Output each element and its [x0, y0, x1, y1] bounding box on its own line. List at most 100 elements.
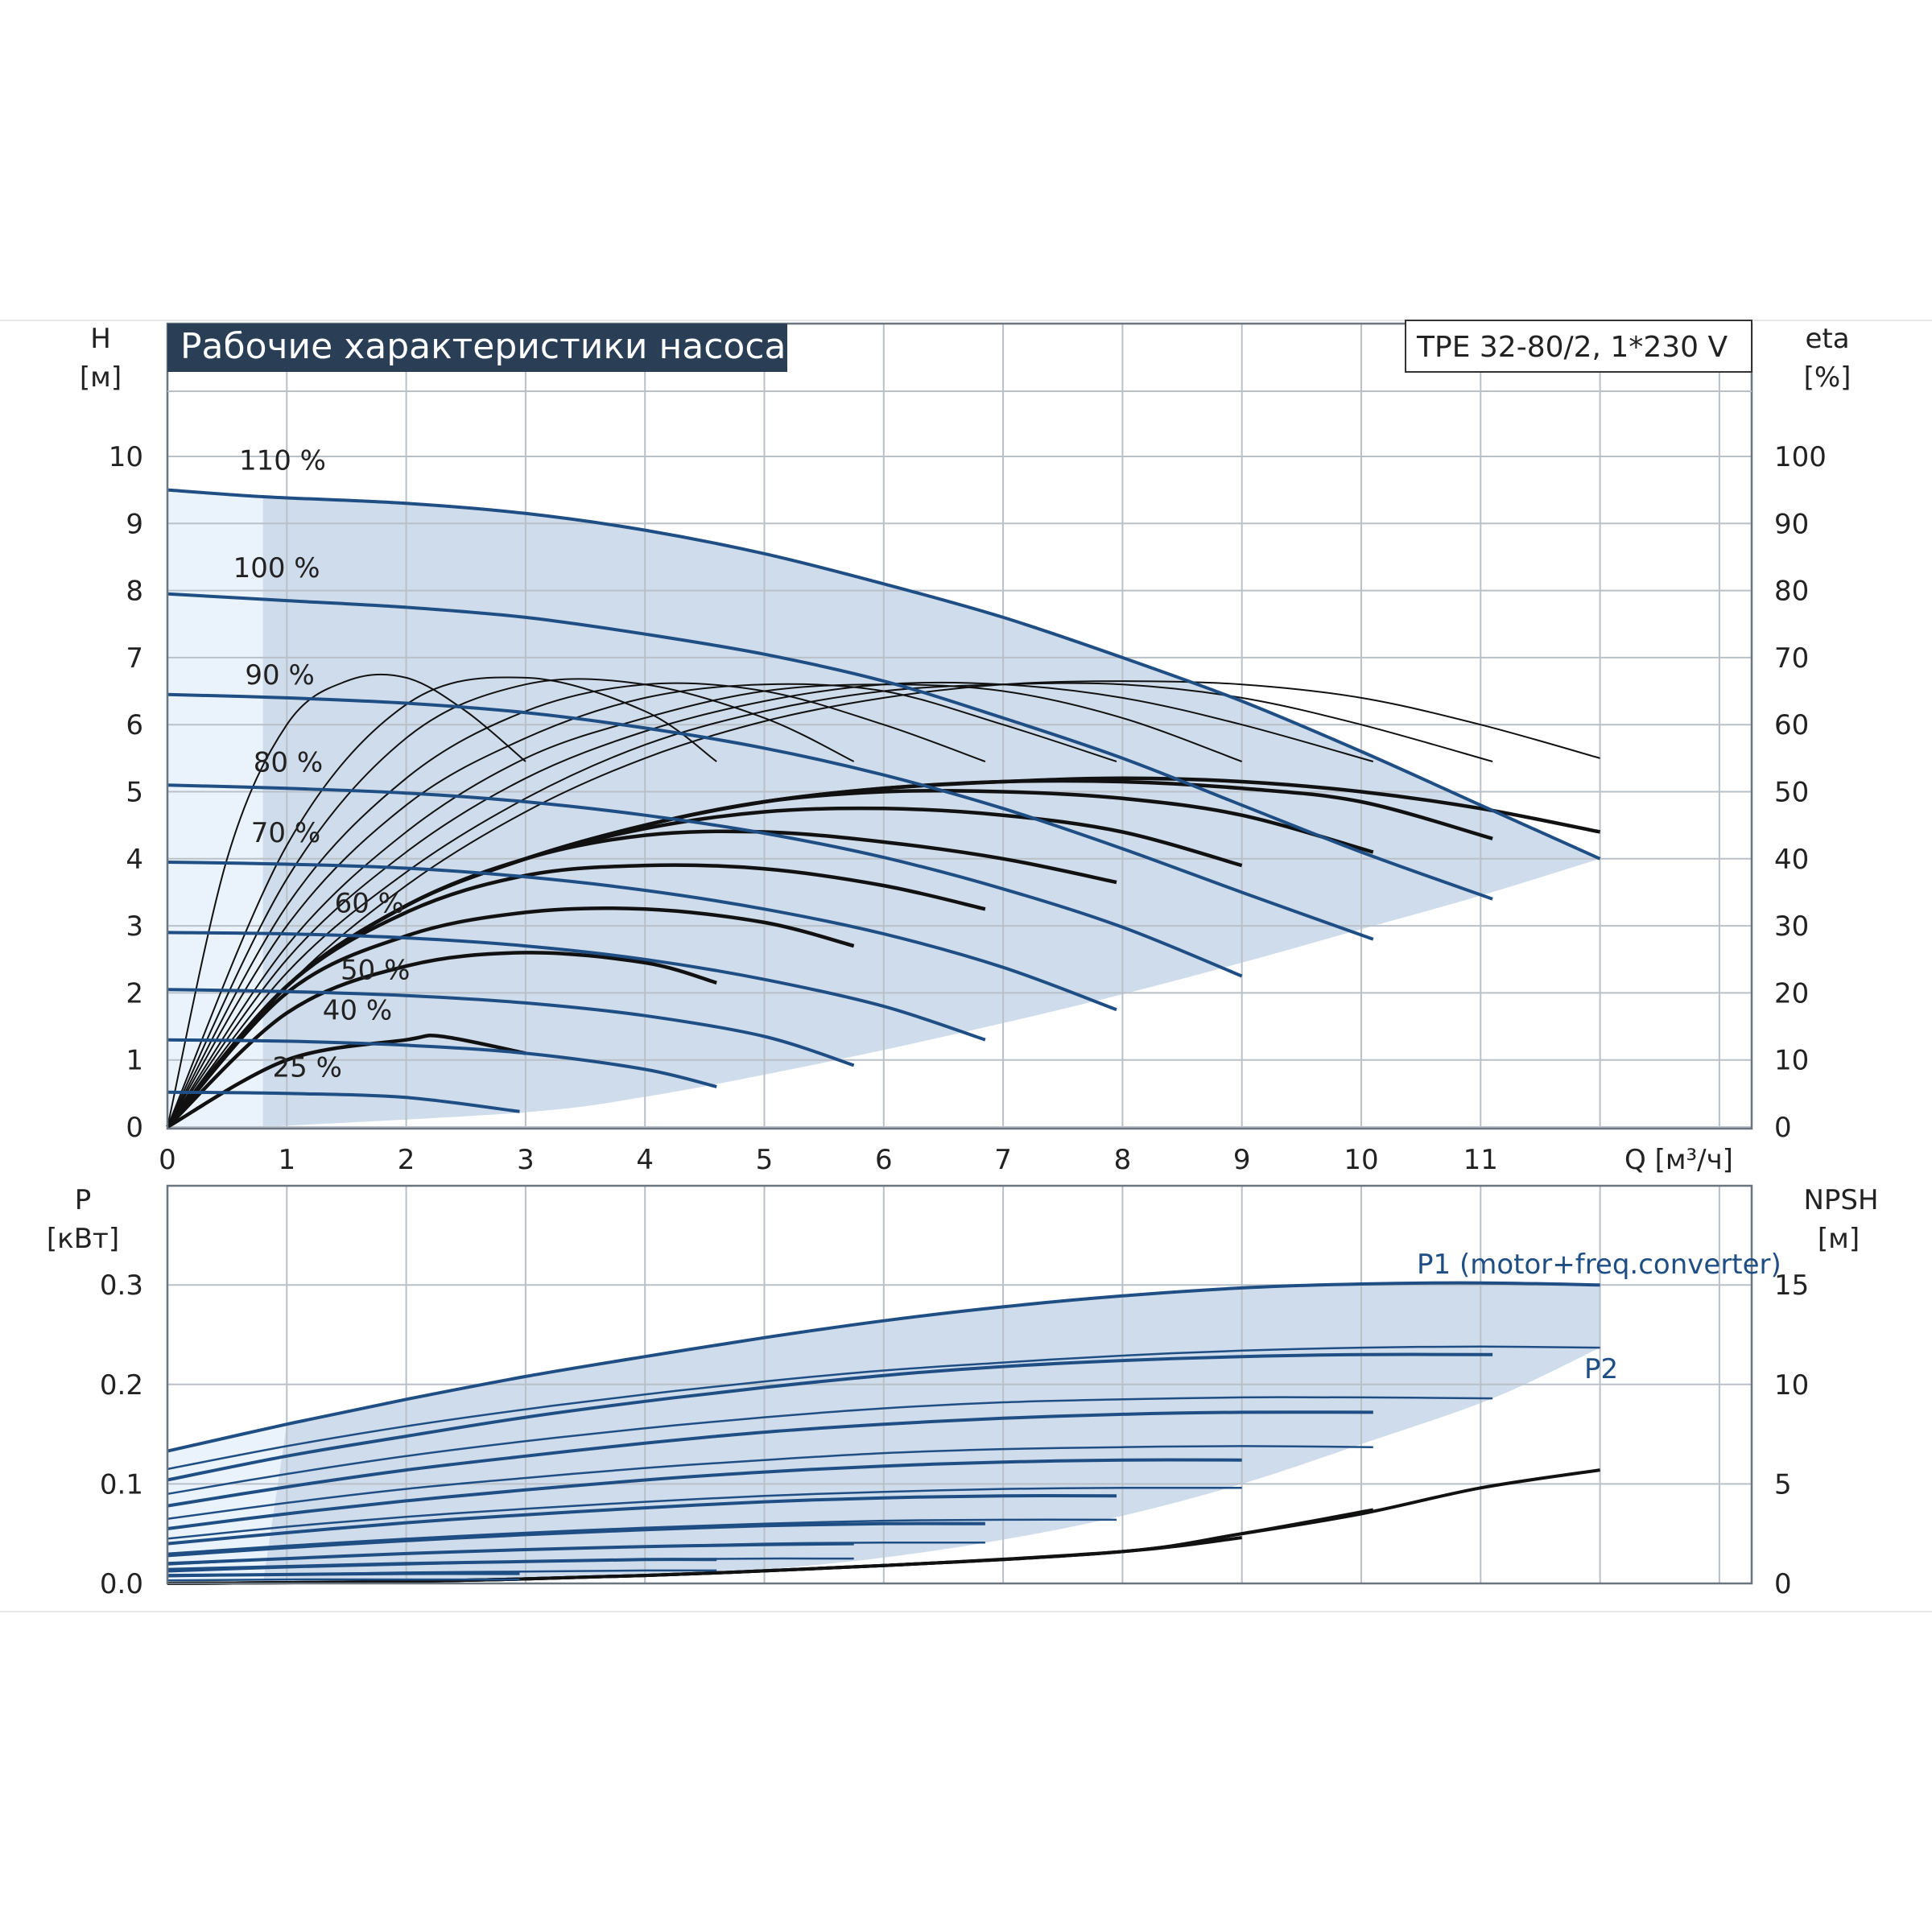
eta-y-tick-label: 80: [1774, 576, 1809, 608]
p2-curve: [167, 1396, 1493, 1496]
npsh-y-tick-label: 15: [1774, 1269, 1809, 1302]
eta-unit: [%]: [1804, 361, 1852, 394]
p2-curve: [167, 1486, 1242, 1540]
model-box: [1405, 320, 1752, 373]
efficiency-curve: [166, 906, 855, 1129]
speed-label: 60 %: [335, 887, 404, 919]
speed-label: 100 %: [233, 552, 320, 584]
p1-curve: [167, 1521, 985, 1558]
x-tick-label: 2: [398, 1144, 415, 1176]
eta-y-tick-label: 40: [1774, 844, 1809, 876]
speed-label: 40 %: [323, 995, 392, 1027]
power-panel: 0.0 0.1 0.2 0.3 0 5 10 15 P [кВт] NPSH [м] P1 (…: [47, 1184, 1879, 1600]
head-curve: [167, 1038, 717, 1088]
head-curve: [167, 931, 986, 1042]
p1-curve: [167, 1571, 520, 1578]
head-y-tick-label: 3: [126, 910, 143, 943]
eta-y-tick-label: 0: [1774, 1112, 1792, 1144]
head-curve: [167, 692, 1374, 941]
head-curve: [167, 783, 1243, 978]
head-y-tick-label: 8: [126, 576, 143, 608]
efficiency-curve: [166, 863, 986, 1129]
x-tick-label: 11: [1463, 1144, 1498, 1176]
efficiency-curve: [166, 1034, 526, 1129]
npsh-y-tick-label: 0: [1774, 1568, 1792, 1600]
p1-curve: [167, 1410, 1373, 1508]
p2-curve: [167, 1578, 520, 1582]
head-y-tick-label: 6: [126, 709, 143, 741]
p1-curve: [167, 1458, 1242, 1530]
p1-curve: [167, 1281, 1600, 1453]
speed-label: 110 %: [239, 445, 326, 477]
speed-label: 50 %: [341, 955, 410, 987]
p1-label: P1 (motor+freq.converter): [1417, 1249, 1781, 1281]
eta-y-tick-label: 30: [1774, 910, 1809, 943]
speed-label: 90 %: [245, 659, 314, 691]
head-light-region: [167, 489, 263, 1127]
head-panel: 0 1 2 3 4 5 6 7 8 9 10 1101234567891001020304050607…: [80, 320, 1852, 1176]
eta-y-tick-label: 100: [1774, 441, 1827, 473]
p2-label: P2: [1584, 1353, 1618, 1385]
eta-y-tick-label: 60: [1774, 709, 1809, 741]
head-y-tick-label: 2: [126, 977, 143, 1009]
eta-label: eta: [1805, 323, 1849, 355]
title-box: [167, 324, 787, 372]
npsh-curve: [167, 1536, 1242, 1585]
x-tick-label: 10: [1344, 1144, 1378, 1176]
power-plot-frame: [166, 1184, 1753, 1585]
efficiency-thin-curve: [167, 680, 1600, 1128]
x-tick-label: 1: [278, 1144, 295, 1176]
eta-y-tick-label: 50: [1774, 777, 1809, 809]
power-y-unit: [кВт]: [47, 1223, 119, 1255]
head-curve: [167, 861, 1117, 1012]
x-tick-label: 6: [875, 1144, 893, 1176]
head-y-tick-label: 9: [126, 508, 143, 540]
npsh-label: NPSH: [1803, 1184, 1878, 1216]
chart-title: Рабочие характеристики насоса: [180, 326, 786, 367]
npsh-unit: [м]: [1818, 1223, 1860, 1255]
p1-curve: [167, 1542, 854, 1566]
x-tick-label: 4: [636, 1144, 654, 1176]
head-y-tick-label: 0: [126, 1112, 143, 1144]
p1-curve: [167, 1494, 1117, 1546]
efficiency-curve: [166, 951, 717, 1129]
x-tick-label: 3: [517, 1144, 535, 1176]
eta-y-tick-label: 20: [1774, 977, 1809, 1009]
efficiency-thin-curve: [167, 681, 1374, 1128]
speed-label: 70 %: [251, 817, 320, 849]
head-y-tick-label: 5: [126, 777, 143, 809]
p2-curve: [167, 1345, 1600, 1471]
flow-x-label: Q [м³/ч]: [1624, 1144, 1733, 1176]
power-y-tick-label: 0.2: [100, 1369, 143, 1402]
power-y-tick-label: 0.0: [100, 1568, 143, 1600]
power-y-tick-label: 0.1: [100, 1468, 143, 1501]
head-operating-range: [262, 497, 1600, 1127]
x-tick-label: 7: [994, 1144, 1012, 1176]
efficiency-thin-curve: [167, 676, 717, 1128]
x-tick-label: 0: [159, 1144, 176, 1176]
model-label: TPE 32-80/2, 1*230 V: [1416, 331, 1728, 364]
efficiency-thin-curve: [167, 682, 986, 1128]
power-y-tick-label: 0.3: [100, 1269, 143, 1302]
head-y-label: H: [90, 323, 111, 355]
head-curve: [167, 988, 855, 1067]
head-y-unit: [м]: [80, 361, 122, 394]
head-curve: [167, 592, 1493, 901]
speed-label: 25 %: [273, 1052, 342, 1084]
head-y-tick-label: 10: [109, 441, 143, 473]
power-y-label: P: [75, 1184, 92, 1216]
efficiency-thin-curve: [167, 683, 1117, 1128]
head-y-tick-label: 4: [126, 844, 143, 876]
head-curve: [167, 1090, 520, 1113]
speed-label: 80 %: [254, 747, 323, 779]
npsh-y-tick-label: 10: [1774, 1369, 1809, 1402]
head-plot-frame: [166, 322, 1753, 1130]
p2-curve: [167, 1445, 1373, 1520]
efficiency-thin-curve: [167, 683, 1243, 1128]
x-tick-label: 9: [1233, 1144, 1251, 1176]
p1-curve: [167, 1558, 717, 1571]
head-y-tick-label: 1: [126, 1045, 143, 1077]
x-tick-label: 8: [1114, 1144, 1132, 1176]
head-y-tick-label: 7: [126, 642, 143, 675]
